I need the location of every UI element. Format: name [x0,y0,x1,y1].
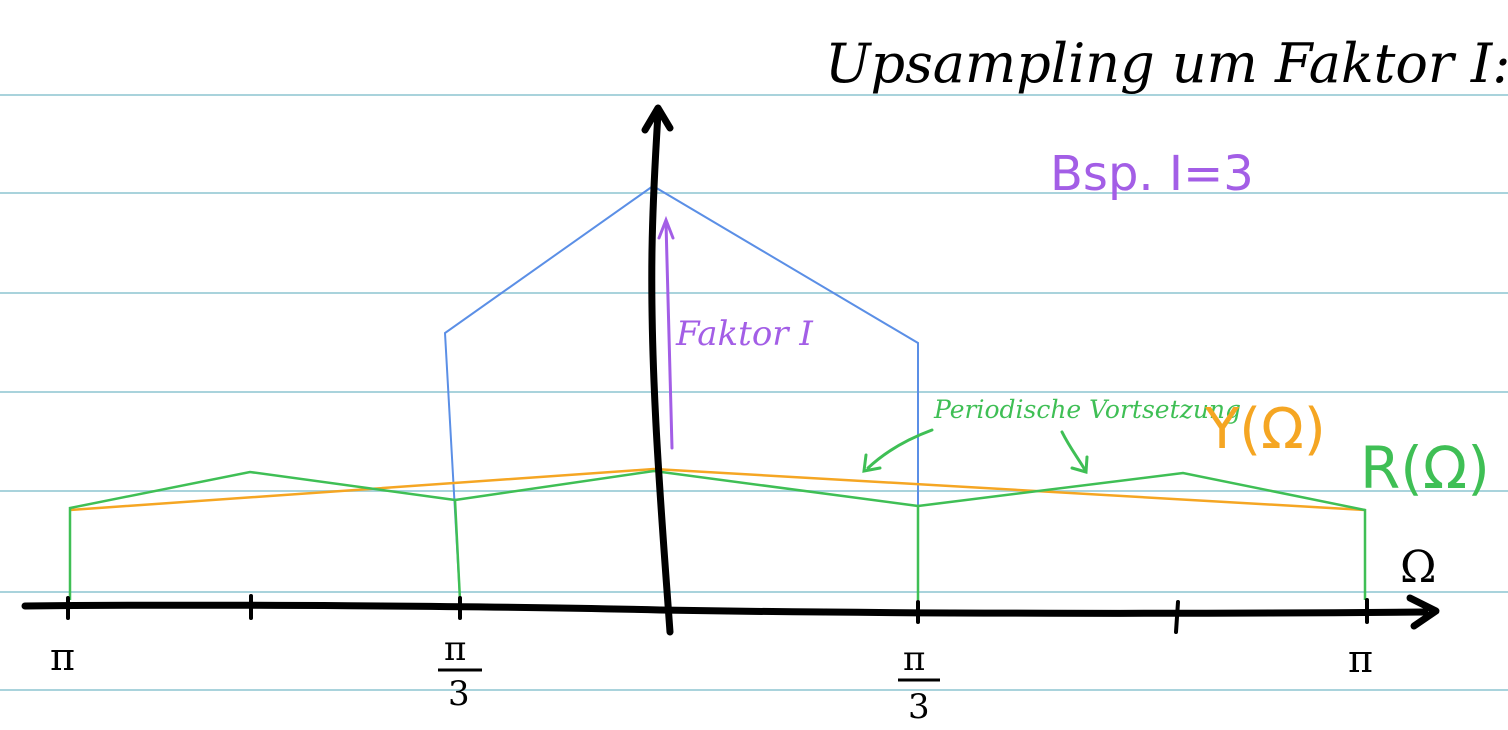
gain-arrow [664,220,674,450]
tick-label-right-third-num: π [903,639,925,679]
periodic-arrow-left [866,428,934,470]
green-spectrum-r-center [454,469,920,600]
x-axis-symbol: Ω [1400,542,1436,593]
y-spectrum-label: Y(Ω) [1204,397,1326,462]
r-spectrum-label: R(Ω) [1360,434,1490,502]
x-axis [21,601,1429,617]
ruled-lines [0,94,1508,691]
axis-ticks [66,594,1369,634]
example-label: Bsp. I=3 [1050,146,1254,202]
y-axis [648,108,674,636]
tick-label-right-third-den: 3 [908,687,930,727]
periodic-annotation: Periodische Vortsetzung [933,395,1241,424]
tick-mark [1174,600,1180,634]
tick-label-left-third-num: π [444,629,466,669]
page-title: Upsampling um Faktor I: [825,32,1508,95]
tick-label-right-pi: π [1348,637,1373,681]
x-axis-arrowhead [1406,594,1440,630]
gain-annotation: Faktor I [675,314,813,354]
tick-label-left-third-den: 3 [448,674,470,714]
periodic-arrow-right-head [1070,455,1089,474]
orange-spectrum-y [69,467,1366,512]
gain-arrowhead [657,215,675,240]
green-spectrum-r-right [917,471,1367,600]
periodic-arrow-right [1060,430,1087,472]
periodic-arrow-left-head [862,453,882,473]
y-axis-arrowhead [641,104,674,134]
tick-label-left-pi: π [50,635,75,679]
green-spectrum-r [68,470,462,601]
